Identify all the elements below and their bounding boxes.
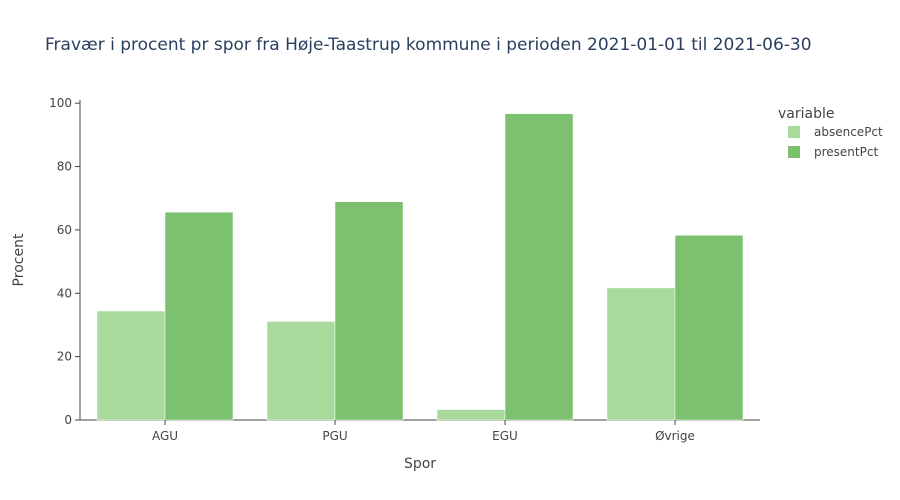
y-tick-label: 0	[64, 413, 72, 427]
x-tick-label: EGU	[492, 429, 518, 443]
y-tick-label: 100	[49, 96, 72, 110]
bar-presentPct-pgu	[334, 201, 404, 421]
y-tick-label: 60	[57, 223, 72, 237]
chart-title: Fravær i procent pr spor fra Høje-Taastr…	[45, 35, 812, 55]
bar-presentPct-agu	[164, 211, 234, 421]
x-tick-label: PGU	[322, 429, 347, 443]
y-tick-label: 40	[57, 286, 72, 300]
x-tick-label: Øvrige	[655, 429, 695, 443]
legend: variable absencePct presentPct	[778, 106, 883, 159]
plot-area: 0 20 40 60 80 100 AGU PGU EGU Øvrige	[49, 96, 760, 443]
x-tick-label: AGU	[152, 429, 178, 443]
y-axis-title: Procent	[11, 233, 27, 286]
bar-presentPct-øvrige	[674, 235, 744, 421]
legend-title: variable	[778, 106, 834, 122]
bar-absencePct-pgu	[266, 321, 336, 421]
bar-absencePct-egu	[436, 409, 506, 421]
y-tick-label: 20	[57, 350, 72, 364]
bar-absencePct-øvrige	[606, 287, 676, 421]
legend-label-presentPct: presentPct	[814, 145, 878, 159]
y-tick-label: 80	[57, 160, 72, 174]
legend-label-absencePct: absencePct	[814, 125, 883, 139]
legend-swatch-absencePct	[788, 126, 800, 138]
bar-absencePct-agu	[96, 310, 166, 421]
x-axis-title: Spor	[404, 456, 436, 472]
bar-presentPct-egu	[504, 113, 574, 421]
legend-swatch-presentPct	[788, 146, 800, 158]
